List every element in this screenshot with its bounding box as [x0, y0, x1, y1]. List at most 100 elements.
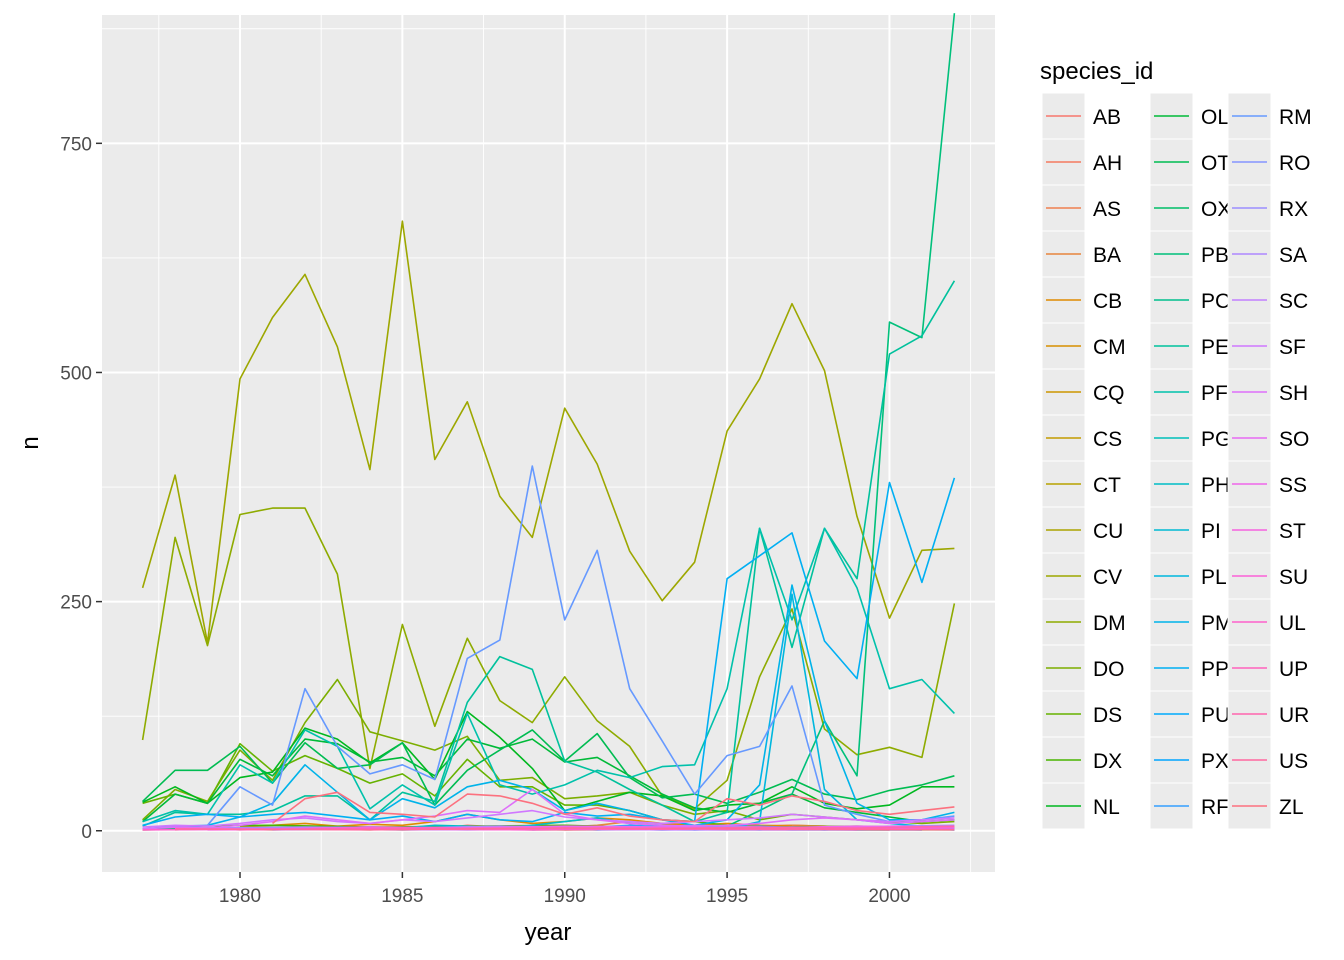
legend-label: UR — [1279, 704, 1309, 727]
series-line-cv — [141, 220, 955, 644]
series-line-pm — [175, 584, 955, 830]
legend-item-ul: UL — [1227, 598, 1306, 646]
legend-item-rf: RF — [1149, 782, 1229, 830]
legend-item-pb: PB — [1149, 230, 1229, 278]
legend-item-pl: PL — [1149, 552, 1227, 600]
legend-label: PH — [1201, 474, 1230, 497]
legend-label: US — [1279, 750, 1308, 773]
legend-label: OT — [1201, 152, 1230, 175]
x-tick-label: 1980 — [219, 886, 261, 907]
legend-item-sa: SA — [1227, 230, 1307, 278]
legend-item-pm: PM — [1149, 598, 1233, 646]
legend-label: SO — [1279, 428, 1309, 451]
legend-item-dm: DM — [1041, 598, 1126, 646]
legend-item-nl: NL — [1041, 782, 1120, 830]
legend-item-sf: SF — [1227, 322, 1306, 370]
legend-item-ab: AB — [1041, 92, 1121, 140]
legend-items: AB AH AS BA CB CM CQ CS CT CU CV DM DO DS DX NL OL OT OX PB… — [1041, 92, 1312, 830]
series-line-pp — [142, 477, 956, 827]
legend-item-ur: UR — [1227, 690, 1309, 738]
legend-label: PF — [1201, 382, 1228, 405]
plot-panel — [102, 15, 995, 872]
x-axis: 1980 1985 1990 1995 2000 — [219, 872, 911, 907]
legend-label: NL — [1093, 796, 1120, 819]
legend-label: SC — [1279, 290, 1308, 313]
legend-label: PB — [1201, 244, 1229, 267]
legend-item-ro: RO — [1227, 138, 1311, 186]
legend-label: AS — [1093, 198, 1121, 221]
legend-item-ph: PH — [1149, 460, 1230, 508]
legend-label: CQ — [1093, 382, 1125, 405]
legend-item-sh: SH — [1227, 368, 1308, 416]
x-tick-label: 1990 — [544, 886, 586, 907]
legend-label: PG — [1201, 428, 1231, 451]
x-tick-label: 1985 — [381, 886, 423, 907]
legend-item-cm: CM — [1041, 322, 1126, 370]
legend-label: PM — [1201, 612, 1233, 635]
legend-label: CU — [1093, 520, 1123, 543]
legend-label: CS — [1093, 428, 1122, 451]
legend-item-cb: CB — [1041, 276, 1122, 324]
legend-label: ST — [1279, 520, 1306, 543]
legend-item-pe: PE — [1149, 322, 1229, 370]
series-line-pe — [142, 280, 956, 827]
y-tick-label: 750 — [60, 134, 92, 155]
legend-item-px: PX — [1149, 736, 1229, 784]
legend-label: CM — [1093, 336, 1126, 359]
x-tick-label: 2000 — [868, 886, 910, 907]
legend-label: OX — [1201, 198, 1231, 221]
legend-label: PL — [1201, 566, 1227, 589]
legend-label: PP — [1201, 658, 1229, 681]
legend-label: SF — [1279, 336, 1306, 359]
legend-item-cs: CS — [1041, 414, 1122, 462]
legend-label: PC — [1201, 290, 1230, 313]
legend-label: ZL — [1279, 796, 1304, 819]
legend-label: DX — [1093, 750, 1122, 773]
legend-label: RF — [1201, 796, 1229, 819]
series-line-us — [175, 827, 955, 831]
legend-item-ot: OT — [1149, 138, 1230, 186]
legend-item-cu: CU — [1041, 506, 1123, 554]
series-line-pf — [142, 527, 955, 823]
legend-item-zl: ZL — [1227, 782, 1304, 830]
legend-item-cq: CQ — [1041, 368, 1125, 416]
major-gridlines — [102, 15, 995, 872]
legend-item-as: AS — [1041, 184, 1121, 232]
legend-label: CB — [1093, 290, 1122, 313]
legend-item-ds: DS — [1041, 690, 1122, 738]
legend-label: PX — [1201, 750, 1229, 773]
legend-label: BA — [1093, 244, 1121, 267]
legend-label: SH — [1279, 382, 1308, 405]
legend-label: PU — [1201, 704, 1230, 727]
legend-label: RO — [1279, 152, 1311, 175]
legend-item-ct: CT — [1041, 460, 1121, 508]
legend-label: SU — [1279, 566, 1308, 589]
legend-item-pc: PC — [1149, 276, 1230, 324]
y-axis-title: n — [17, 436, 44, 449]
minor-gridlines — [102, 15, 995, 872]
legend-item-pi: PI — [1149, 506, 1221, 554]
series-line-pb — [726, 13, 956, 827]
legend-item-do: DO — [1041, 644, 1125, 692]
y-tick-label: 250 — [60, 593, 92, 614]
legend-item-up: UP — [1227, 644, 1308, 692]
x-axis-title: year — [525, 919, 572, 946]
legend-item-ah: AH — [1041, 138, 1122, 186]
series-line-ot — [142, 729, 955, 806]
legend-item-ol: OL — [1149, 92, 1229, 140]
legend-item-sc: SC — [1227, 276, 1308, 324]
legend-item-us: US — [1227, 736, 1308, 784]
y-axis: 0 250 500 750 — [60, 134, 102, 843]
series-line-ol — [142, 738, 955, 823]
legend-label: CV — [1093, 566, 1122, 589]
legend: species_id AB AH AS BA CB CM CQ CS CT CU CV DM DO DS D… — [1040, 58, 1312, 830]
series-line-rm — [142, 465, 955, 830]
legend-item-ox: OX — [1149, 184, 1231, 232]
legend-label: PI — [1201, 520, 1221, 543]
legend-item-ss: SS — [1227, 460, 1307, 508]
legend-label: AB — [1093, 106, 1121, 129]
legend-label: RX — [1279, 198, 1308, 221]
legend-label: SA — [1279, 244, 1307, 267]
series-line-zl — [272, 791, 955, 825]
